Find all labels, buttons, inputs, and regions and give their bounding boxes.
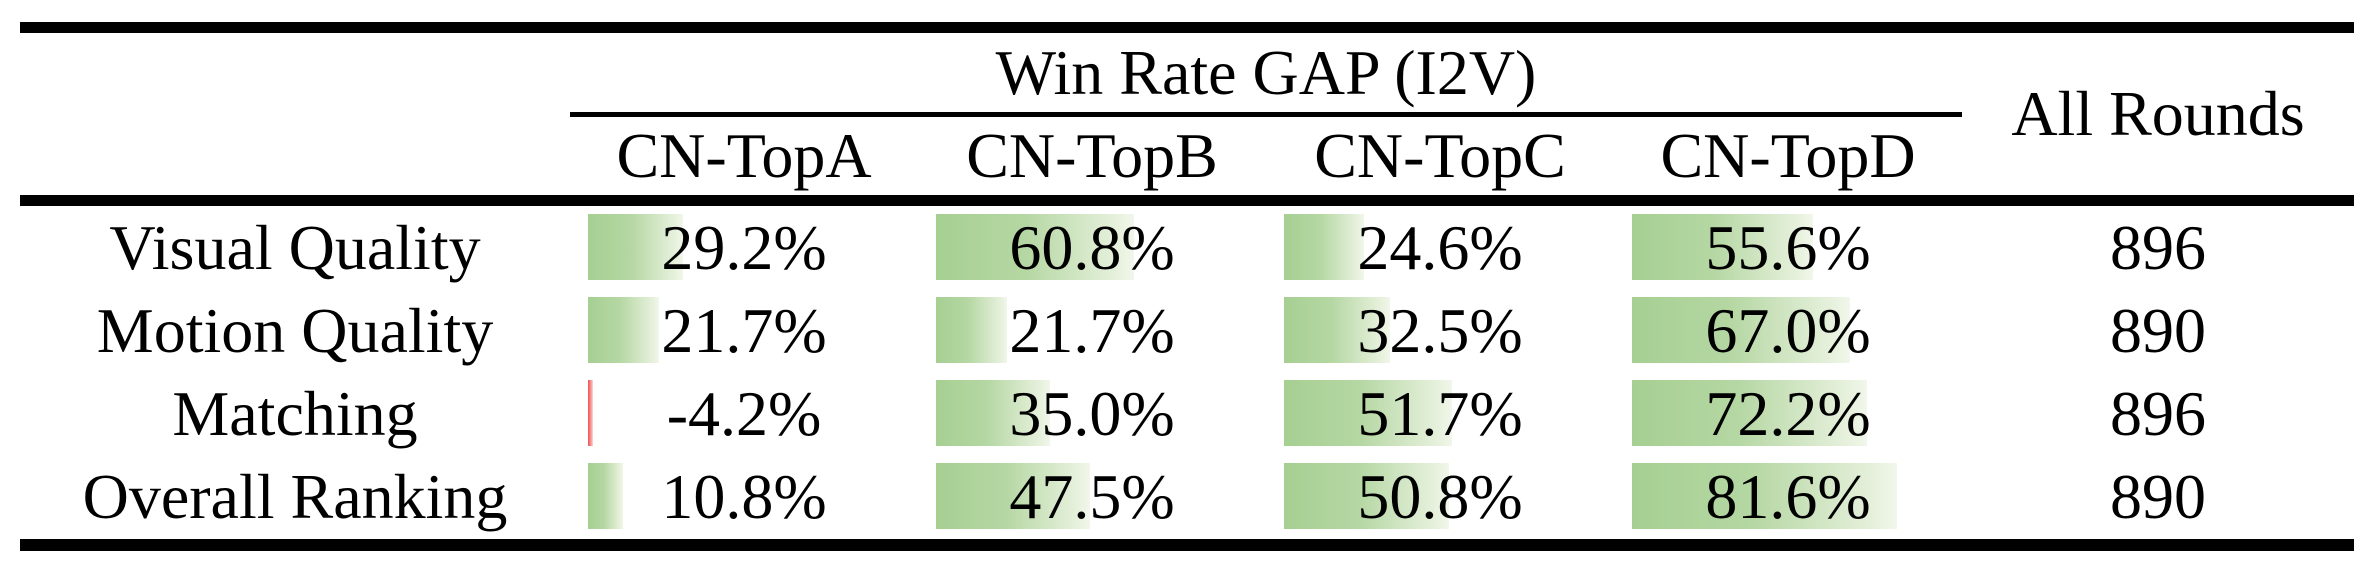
column-header-cn-topb: CN-TopB	[966, 120, 1218, 191]
win-rate-value: 24.6%	[1357, 211, 1523, 283]
table-cell: 24.6%	[1266, 206, 1614, 289]
win-rate-value: 29.2%	[661, 211, 827, 283]
row-label: Matching	[172, 377, 418, 449]
win-rate-value: 35.0%	[1009, 377, 1175, 449]
table-cell: 67.0%	[1614, 289, 1962, 372]
win-rate-value: 47.5%	[1009, 460, 1175, 532]
table-cell: 72.2%	[1614, 372, 1962, 455]
win-rate-bar	[1632, 380, 1867, 446]
title-underline-rule	[570, 112, 1962, 117]
all-rounds-value: 890	[2110, 294, 2206, 366]
table-cell: -4.2%	[570, 372, 918, 455]
table-cell: 60.8%	[918, 206, 1266, 289]
all-rounds-value: 896	[2110, 377, 2206, 449]
table-cell: 10.8%	[570, 455, 918, 538]
win-rate-bar	[1284, 214, 1364, 280]
table-bottom-rule	[20, 539, 2354, 551]
win-rate-bar	[1284, 380, 1453, 446]
table-cell: 47.5%	[918, 455, 1266, 538]
win-rate-value: -4.2%	[666, 377, 822, 449]
table-cell: 55.6%	[1614, 206, 1962, 289]
win-rate-value: 60.8%	[1009, 211, 1175, 283]
table-cell: 21.7%	[918, 289, 1266, 372]
win-rate-bar	[1632, 214, 1813, 280]
header-separator-rule	[20, 195, 2354, 206]
all-rounds-value: 896	[2110, 211, 2206, 283]
table-cell: 29.2%	[570, 206, 918, 289]
table-cell: 50.8%	[1266, 455, 1614, 538]
win-rate-value: 50.8%	[1357, 460, 1523, 532]
win-rate-bar	[1284, 297, 1390, 363]
table-cell: 21.7%	[570, 289, 918, 372]
column-header-cn-topc: CN-TopC	[1314, 120, 1566, 191]
win-rate-bar	[1632, 463, 1898, 529]
column-header-cn-topd: CN-TopD	[1660, 120, 1916, 191]
win-rate-value: 21.7%	[661, 294, 827, 366]
win-rate-value: 51.7%	[1357, 377, 1523, 449]
win-rate-bar	[936, 380, 1050, 446]
win-rate-value: 81.6%	[1705, 460, 1871, 532]
win-rate-bar	[936, 214, 1134, 280]
win-rate-bar	[1632, 297, 1850, 363]
table-cell: 51.7%	[1266, 372, 1614, 455]
win-rate-bar	[588, 214, 683, 280]
row-label: Visual Quality	[109, 211, 481, 283]
win-rate-bar	[936, 463, 1091, 529]
win-rate-bar	[588, 297, 659, 363]
win-rate-value: 32.5%	[1357, 294, 1523, 366]
win-rate-bar	[1284, 463, 1450, 529]
win-rate-bar	[936, 297, 1007, 363]
row-label: Motion Quality	[96, 294, 494, 366]
column-header-all-rounds: All Rounds	[2011, 78, 2305, 149]
win-rate-value: 21.7%	[1009, 294, 1175, 366]
win-rate-value: 55.6%	[1705, 211, 1871, 283]
table-cell: 35.0%	[918, 372, 1266, 455]
column-header-cn-topa: CN-TopA	[616, 120, 872, 191]
win-rate-bar	[588, 463, 624, 529]
table-cell: 81.6%	[1614, 455, 1962, 538]
table-cell: 32.5%	[1266, 289, 1614, 372]
table-title: Win Rate GAP (I2V)	[995, 36, 1537, 108]
row-label: Overall Ranking	[82, 460, 508, 532]
table-row-overall-ranking: Overall Ranking 10.8% 47.5% 50.8% 81.6% …	[0, 455, 2374, 538]
table-row-motion-quality: Motion Quality 21.7% 21.7% 32.5% 67.0% 8…	[0, 289, 2374, 372]
win-rate-value: 67.0%	[1705, 294, 1871, 366]
table-top-rule	[20, 22, 2354, 33]
table-row-visual-quality: Visual Quality 29.2% 60.8% 24.6% 55.6% 8…	[0, 206, 2374, 289]
all-rounds-value: 890	[2110, 460, 2206, 532]
win-rate-value: 72.2%	[1705, 377, 1871, 449]
win-rate-bar-negative	[588, 380, 593, 446]
table-row-matching: Matching -4.2% 35.0% 51.7% 72.2% 896	[0, 372, 2374, 455]
win-rate-value: 10.8%	[661, 460, 827, 532]
